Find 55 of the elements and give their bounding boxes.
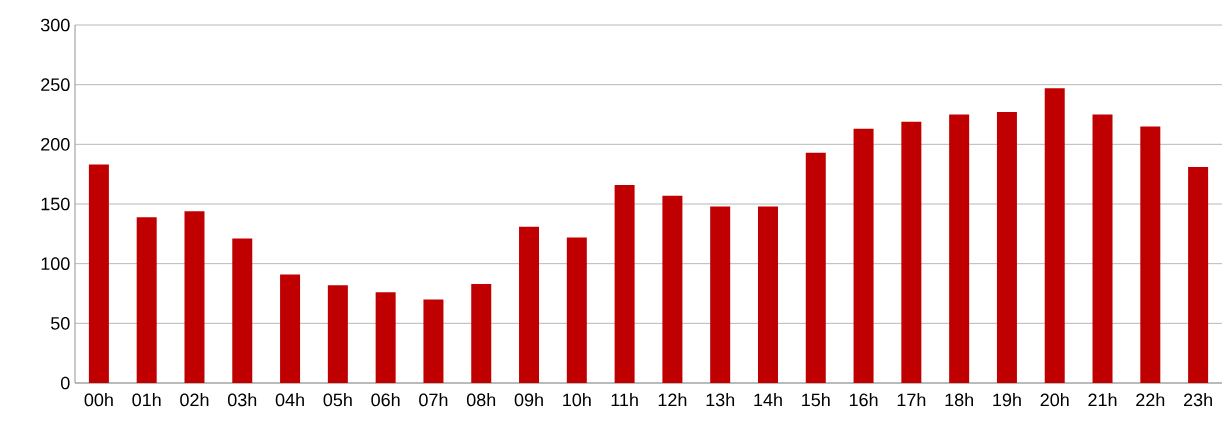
- y-tick-label: 200: [41, 137, 70, 151]
- bar: [757, 206, 778, 383]
- x-tick-label: 22h: [1136, 393, 1165, 407]
- bar: [996, 112, 1017, 383]
- x-tick-label: 00h: [84, 393, 113, 407]
- x-tick-label: 18h: [945, 393, 973, 407]
- x-tick-label: 19h: [993, 393, 1021, 407]
- x-tick-label: 15h: [802, 393, 830, 407]
- bar: [423, 299, 444, 383]
- x-tick-label: 13h: [706, 393, 735, 407]
- x-tick-label: 12h: [658, 393, 687, 407]
- bar: [88, 164, 109, 383]
- bar: [280, 274, 301, 383]
- x-tick-label: 03h: [227, 393, 257, 407]
- bar: [901, 121, 922, 383]
- bar: [232, 238, 253, 383]
- y-tick-label: 0: [61, 376, 70, 390]
- x-tick-label: 09h: [514, 393, 543, 407]
- bar: [949, 114, 970, 383]
- x-tick-label: 21h: [1088, 393, 1117, 407]
- bar: [136, 217, 157, 383]
- y-tick-label: 100: [41, 257, 70, 271]
- bar: [566, 237, 587, 383]
- bar: [710, 206, 731, 383]
- bar: [184, 211, 205, 383]
- x-tick-label: 02h: [180, 393, 209, 407]
- bar: [1092, 114, 1113, 383]
- x-tick-label: 10h: [563, 393, 591, 407]
- x-tick-label: 20h: [1040, 393, 1069, 407]
- x-tick-label: 07h: [419, 393, 448, 407]
- x-tick-label: 01h: [132, 393, 161, 407]
- x-tick-label: 04h: [275, 393, 304, 407]
- y-tick-label: 250: [41, 78, 70, 92]
- y-tick-label: 50: [50, 316, 70, 330]
- bar: [471, 283, 492, 383]
- x-tick-label: 06h: [371, 393, 400, 407]
- x-tick-label: 17h: [897, 393, 926, 407]
- x-tick-label: 11h: [611, 393, 638, 407]
- y-tick-label: 300: [40, 18, 70, 32]
- bar: [853, 128, 874, 383]
- x-tick-label: 16h: [849, 393, 878, 407]
- y-tick-label: 150: [41, 197, 70, 211]
- x-tick-label: 23h: [1183, 393, 1212, 407]
- bar: [327, 285, 348, 383]
- bar: [805, 152, 826, 383]
- bar: [662, 195, 683, 383]
- x-tick-label: 08h: [466, 393, 496, 407]
- bar: [519, 226, 540, 383]
- bar: [1188, 167, 1209, 383]
- x-tick-label: 05h: [323, 393, 352, 407]
- x-tick-label: 14h: [754, 393, 782, 407]
- bar: [1140, 126, 1161, 383]
- bar: [375, 292, 396, 383]
- bar: [614, 184, 635, 383]
- bar: [1044, 88, 1065, 383]
